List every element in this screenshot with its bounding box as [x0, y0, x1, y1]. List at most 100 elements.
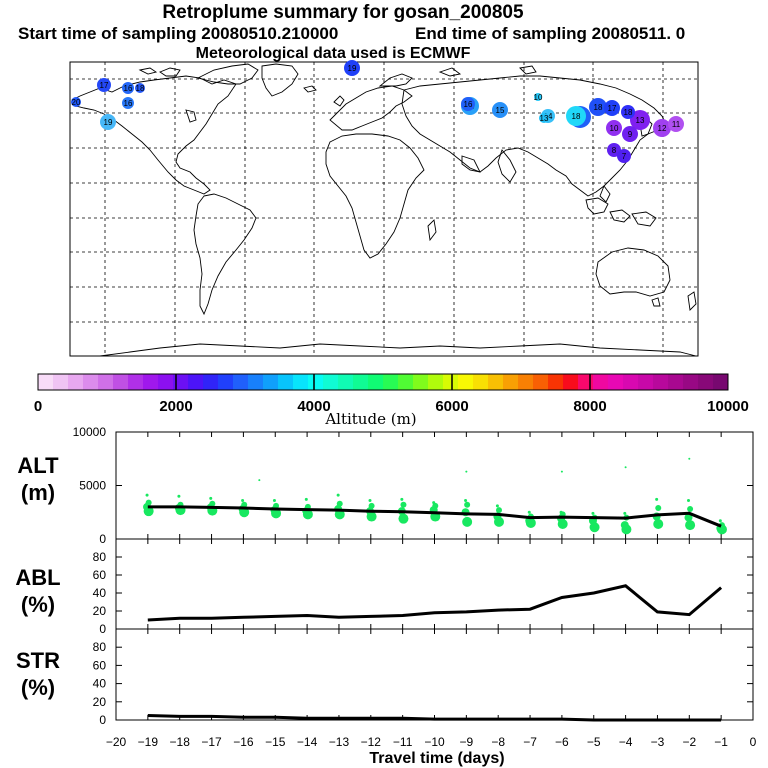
map-point — [135, 83, 145, 93]
alt-scatter-point — [177, 494, 181, 498]
alt-scatter-point — [368, 498, 372, 502]
figure-title: Retroplume summary for gosan_200805 — [162, 2, 524, 23]
map-point-label: 9 — [628, 130, 633, 139]
colorbar-cell — [428, 374, 444, 390]
map-point-label: 12 — [658, 124, 667, 133]
y-tick-label: 0 — [99, 532, 106, 546]
map-coastlines — [71, 63, 697, 357]
colorbar-cell — [608, 374, 624, 390]
map-point — [653, 119, 671, 137]
map-point-label: 19 — [104, 118, 113, 127]
colorbar-cell — [548, 374, 564, 390]
colorbar-cell — [308, 374, 324, 390]
y-tick-label: 40 — [93, 586, 107, 600]
alt-outlier-point — [624, 466, 627, 469]
str-unit: (%) — [21, 675, 55, 700]
map-point-label: 16 — [124, 99, 133, 108]
map-point-label: 11 — [672, 120, 681, 129]
map-point — [589, 98, 607, 116]
str-panel: 80 60 40 20 0 — [93, 628, 754, 727]
alt-scatter-point — [685, 520, 696, 531]
map-point — [534, 93, 542, 101]
x-tick-label: −13 — [329, 735, 350, 749]
x-tick-label: −12 — [361, 735, 382, 749]
map-point-label: 8 — [612, 146, 617, 155]
colorbar-tick-label: 0 — [34, 398, 42, 415]
colorbar-cell — [338, 374, 354, 390]
colorbar-cell — [368, 374, 384, 390]
x-tick-label: −6 — [555, 735, 569, 749]
colorbar-cell — [398, 374, 414, 390]
colorbar-cell — [278, 374, 294, 390]
alt-label: ALT — [17, 453, 59, 478]
map-point — [566, 106, 586, 126]
colorbar-cell — [143, 374, 159, 390]
colorbar-cell — [68, 374, 84, 390]
alt-scatter-point — [462, 516, 473, 527]
abl-line — [147, 584, 723, 622]
x-tick-label: −18 — [170, 735, 191, 749]
map-point-label: 15 — [496, 106, 505, 115]
alt-outlier-point — [688, 457, 691, 460]
alt-scatter-point — [366, 511, 377, 522]
colorbar-cell — [38, 374, 54, 390]
alt-scatter-point — [621, 524, 632, 535]
x-tick-label: −15 — [265, 735, 286, 749]
alt-scatter-point — [239, 507, 250, 518]
colorbar-tick-label: 8000 — [573, 398, 606, 415]
colorbar-cell — [98, 374, 114, 390]
alt-scatter-point — [464, 501, 471, 508]
alt-unit: (m) — [21, 480, 55, 505]
alt-scatter-point — [464, 498, 468, 502]
map-point — [621, 105, 635, 119]
x-tick-label: −7 — [523, 735, 537, 749]
x-tick-label: −14 — [297, 735, 318, 749]
y-tick-label: 0 — [99, 713, 106, 727]
colorbar-tick-label: 4000 — [297, 398, 330, 415]
map-point — [122, 97, 134, 109]
colorbar-cell — [128, 374, 144, 390]
map-point — [539, 113, 549, 123]
y-tick-label: 80 — [93, 640, 107, 654]
str-label: STR — [16, 648, 60, 673]
colorbar-cell — [443, 374, 459, 390]
alt-scatter-point — [589, 522, 600, 533]
colorbar-cell — [233, 374, 249, 390]
x-tick-label: −4 — [619, 735, 633, 749]
colorbar-tick-label: 2000 — [159, 398, 192, 415]
alt-scatter-point — [271, 508, 282, 519]
colorbar-cell — [563, 374, 579, 390]
x-tick-label: −11 — [393, 735, 413, 749]
y-tick-label: 10000 — [73, 425, 107, 439]
colorbar-tick-label: 10000 — [707, 398, 749, 415]
alt-outlier-point — [560, 470, 563, 473]
map-point-label: 18 — [572, 112, 581, 121]
alt-scatter-point — [655, 504, 662, 511]
colorbar-cell — [218, 374, 234, 390]
map-point — [604, 100, 620, 116]
x-tick-label: −17 — [201, 735, 222, 749]
alt-scatter-point — [527, 510, 531, 514]
map-point — [100, 114, 116, 130]
alt-scatter-point — [143, 506, 154, 517]
colorbar-cell — [353, 374, 369, 390]
map-point-label: 13 — [540, 114, 549, 123]
abl-panel: 80 60 40 20 0 — [93, 538, 754, 636]
colorbar-cell — [683, 374, 699, 390]
x-tick-label: −2 — [682, 735, 696, 749]
map-point-label: 10 — [610, 124, 619, 133]
sampling-end: End time of sampling 20080511. 0 — [415, 24, 686, 43]
alt-scatter-point — [241, 498, 245, 502]
map-point — [461, 97, 475, 111]
map-point-label: 16 — [464, 100, 473, 109]
colorbar-cell — [203, 374, 219, 390]
world-map: 1716181619101415161718131211109871916171… — [69, 60, 699, 357]
y-tick-label: 40 — [93, 677, 107, 691]
y-tick-label: 20 — [93, 695, 107, 709]
x-tick-label: −1 — [714, 735, 728, 749]
colorbar-cell — [488, 374, 504, 390]
alt-scatter-point — [495, 504, 499, 508]
colorbar-cell — [113, 374, 129, 390]
x-tick-label: −20 — [106, 735, 127, 749]
